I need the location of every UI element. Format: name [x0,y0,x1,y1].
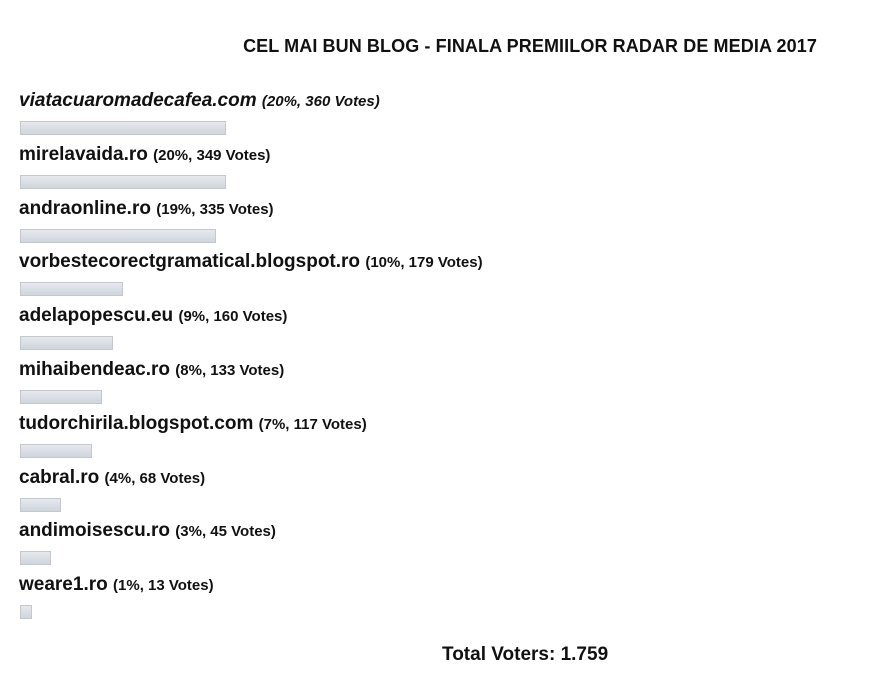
blog-name: tudorchirila.blogspot.com [19,412,254,434]
blog-name: adelapopescu.eu [19,305,174,327]
poll-result-row: weare1.ro (1%, 13 Votes) [19,572,483,626]
blog-name: mirelavaida.ro [19,143,148,165]
result-bar [20,228,216,243]
poll-result-row: adelapopescu.eu (9%, 160 Votes) [19,303,483,357]
vote-count: (20%, 360 Votes) [261,93,380,110]
blog-name: cabral.ro [19,466,100,488]
poll-result-row: viatacuaromadecafea.com (20%, 360 Votes) [19,88,483,142]
poll-result-row: cabral.ro (4%, 68 Votes) [19,465,483,519]
blog-name: weare1.ro [19,574,108,596]
blog-name: mihaibendeac.ro [19,358,170,380]
result-label: adelapopescu.eu (9%, 160 Votes) [19,303,483,330]
poll-result-row: andimoisescu.ro (3%, 45 Votes) [19,518,483,572]
result-label: viatacuaromadecafea.com (20%, 360 Votes) [19,88,483,115]
poll-result-row: mihaibendeac.ro (8%, 133 Votes) [19,357,483,411]
blog-name: andraonline.ro [19,197,151,219]
result-label: andraonline.ro (19%, 335 Votes) [19,196,483,223]
result-label: cabral.ro (4%, 68 Votes) [19,465,483,492]
blog-name: viatacuaromadecafea.com [19,90,257,111]
result-label: andimoisescu.ro (3%, 45 Votes) [19,518,483,545]
result-label: weare1.ro (1%, 13 Votes) [19,572,483,599]
poll-result-row: vorbestecorectgramatical.blogspot.ro (10… [19,249,483,303]
poll-result-row: tudorchirila.blogspot.com (7%, 117 Votes… [19,411,483,465]
poll-title: CEL MAI BUN BLOG - FINALA PREMIILOR RADA… [243,36,817,56]
result-label: mihaibendeac.ro (8%, 133 Votes) [19,357,483,384]
result-bar [20,497,62,512]
vote-count: (1%, 13 Votes) [113,577,214,595]
result-bar [20,174,226,189]
vote-count: (7%, 117 Votes) [258,415,367,433]
poll-results: viatacuaromadecafea.com (20%, 360 Votes)… [19,88,483,626]
result-bar [20,605,32,620]
result-label: vorbestecorectgramatical.blogspot.ro (10… [19,249,483,276]
blog-name: vorbestecorectgramatical.blogspot.ro [19,251,361,273]
vote-count: (8%, 133 Votes) [175,361,285,379]
poll-result-row: andraonline.ro (19%, 335 Votes) [19,196,483,250]
poll-result-row: mirelavaida.ro (20%, 349 Votes) [19,142,483,196]
vote-count: (20%, 349 Votes) [153,146,271,164]
result-bar [20,443,93,458]
result-bar [20,389,103,404]
vote-count: (3%, 45 Votes) [175,523,276,541]
result-bar [20,121,226,135]
blog-name: andimoisescu.ro [19,520,170,542]
vote-count: (19%, 335 Votes) [156,200,274,218]
vote-count: (4%, 68 Votes) [104,469,206,487]
vote-count: (9%, 160 Votes) [178,308,288,326]
vote-count: (10%, 179 Votes) [365,254,483,272]
result-bar [20,336,113,351]
result-label: tudorchirila.blogspot.com (7%, 117 Votes… [19,411,483,438]
result-bar [20,282,123,297]
total-voters: Total Voters: 1.759 [442,644,609,665]
result-label: mirelavaida.ro (20%, 349 Votes) [19,142,483,169]
result-bar [20,551,51,566]
